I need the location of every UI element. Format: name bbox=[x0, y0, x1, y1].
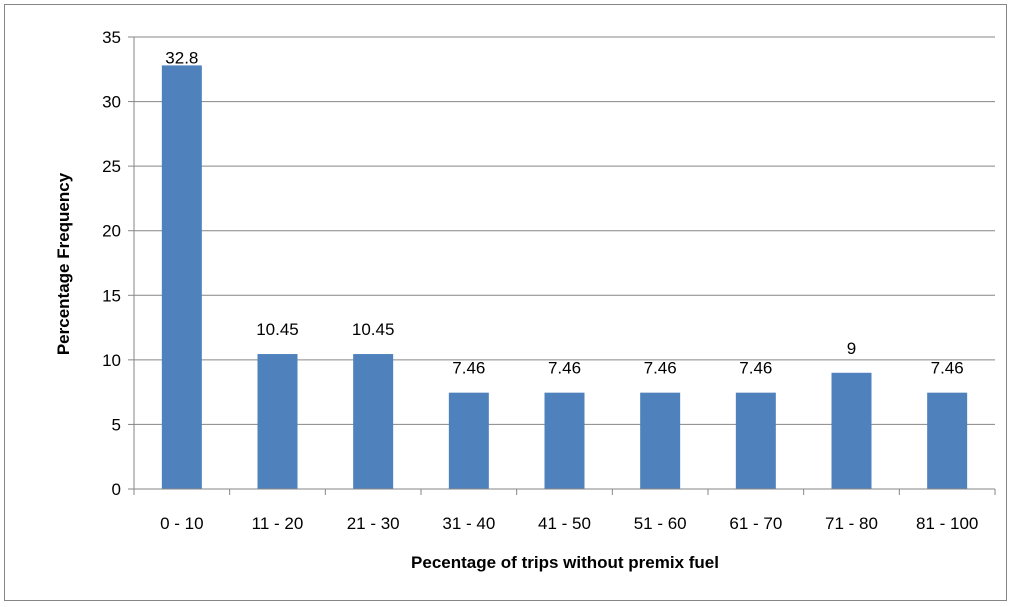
y-tick-label: 5 bbox=[112, 415, 121, 434]
data-label: 10.45 bbox=[256, 320, 299, 339]
x-tick-label: 71 - 80 bbox=[825, 514, 878, 533]
x-axis-title: Pecentage of trips without premix fuel bbox=[411, 553, 719, 572]
y-tick-label: 30 bbox=[102, 93, 121, 112]
x-tick-label: 11 - 20 bbox=[252, 514, 304, 533]
x-tick-label: 31 - 40 bbox=[442, 514, 495, 533]
data-label: 7.46 bbox=[644, 359, 677, 378]
bar bbox=[161, 65, 202, 489]
bar bbox=[544, 392, 585, 489]
x-tick-label: 81 - 100 bbox=[916, 514, 978, 533]
bar bbox=[353, 354, 394, 489]
data-label: 9 bbox=[847, 339, 856, 358]
x-tick-label: 41 - 50 bbox=[538, 514, 591, 533]
y-axis-title: Percentage Frequency bbox=[54, 172, 73, 355]
x-tick-label: 61 - 70 bbox=[729, 514, 782, 533]
bars bbox=[161, 65, 968, 489]
y-tick-label: 15 bbox=[102, 286, 121, 305]
bar bbox=[257, 354, 298, 489]
x-tick-label: 0 - 10 bbox=[160, 514, 203, 533]
data-label: 7.46 bbox=[452, 359, 485, 378]
y-tick-label: 25 bbox=[102, 157, 121, 176]
bar bbox=[735, 392, 776, 489]
y-tick-label: 35 bbox=[102, 28, 121, 47]
bar bbox=[831, 372, 872, 489]
bar bbox=[448, 392, 489, 489]
data-label: 10.45 bbox=[352, 320, 395, 339]
data-label: 32.8 bbox=[165, 48, 198, 67]
labels: 0 5 10 15 20 25 30 35 32.8 0 - 10 10.45 11 - 20 10.4… bbox=[102, 28, 978, 533]
x-tick-label: 51 - 60 bbox=[634, 514, 687, 533]
bar bbox=[640, 392, 681, 489]
data-label: 7.46 bbox=[739, 359, 772, 378]
bar bbox=[927, 392, 968, 489]
axes bbox=[128, 36, 996, 495]
data-label: 7.46 bbox=[931, 359, 964, 378]
x-tick-label: 21 - 30 bbox=[347, 514, 400, 533]
data-label: 7.46 bbox=[548, 359, 581, 378]
y-tick-label: 20 bbox=[102, 222, 121, 241]
y-tick-label: 10 bbox=[102, 351, 121, 370]
y-tick-label: 0 bbox=[112, 480, 121, 499]
